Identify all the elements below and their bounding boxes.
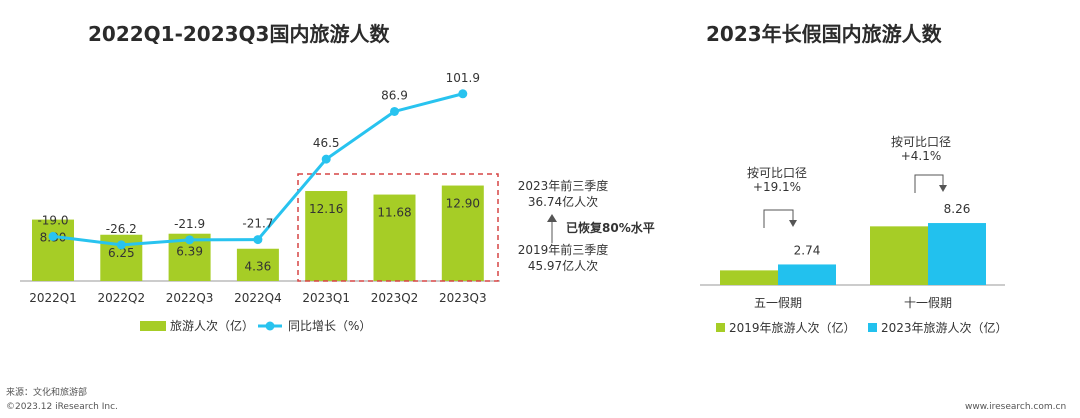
annotation-bracket-1 — [914, 174, 944, 193]
annotation-recovery: 已恢复80%水平 — [566, 220, 655, 235]
legend-2023-swatch — [868, 323, 877, 332]
x-tick-2023Q3: 2023Q3 — [439, 291, 487, 305]
bar-label-五一假期-2023: 2.74 — [794, 243, 821, 257]
legend-2019-label: 2019年旅游人次（亿） — [729, 320, 856, 335]
bar-label-2023Q3: 12.90 — [446, 197, 480, 211]
x-tick-2022Q3: 2022Q3 — [166, 291, 214, 305]
source-note: 来源：文化和旅游部 — [6, 388, 88, 398]
x-tick-2022Q1: 2022Q1 — [29, 291, 77, 305]
annotation-growth-1: +4.1% — [901, 149, 942, 163]
legend-bar-swatch — [140, 321, 166, 331]
highlight-2023-box — [297, 173, 499, 282]
line-point-2023Q3 — [458, 89, 468, 99]
line-label-2022Q3: -21.9 — [174, 217, 205, 231]
line-label-2023Q3: 101.9 — [446, 71, 480, 85]
bar-label-2022Q2: 6.25 — [108, 246, 135, 260]
x-tick-2023Q2: 2023Q2 — [371, 291, 419, 305]
bar-label-2022Q4: 4.36 — [245, 260, 272, 274]
website: www.iresearch.com.cn — [965, 402, 1067, 412]
annotation-2023-line1: 2023年前三季度 — [518, 178, 609, 193]
bar-label-2022Q3: 6.39 — [176, 245, 203, 259]
bar-label-2023Q1: 12.16 — [309, 202, 343, 216]
bar-2022Q1 — [32, 219, 74, 281]
line-point-2022Q2 — [116, 240, 126, 250]
line-label-2022Q2: -26.2 — [106, 222, 137, 236]
x-tick-2023Q1: 2023Q1 — [302, 291, 350, 305]
x-tick-2022Q2: 2022Q2 — [97, 291, 145, 305]
legend-2023-label: 2023年旅游人次（亿） — [881, 320, 1008, 335]
left-line-series: -19.0 -26.2 -21.9 -21.7 46.5 86.9 101.9 — [37, 71, 480, 250]
legend-2019-swatch — [716, 323, 725, 332]
copyright: ©2023.12 iResearch Inc. — [6, 402, 118, 412]
bar-五一假期-2023 — [778, 264, 836, 285]
left-bar-series: 8.302022Q16.252022Q26.392022Q34.362022Q4… — [20, 173, 655, 333]
annotation-2019-line1: 2019年前三季度 — [518, 242, 609, 257]
x-tick-五一假期: 五一假期 — [754, 296, 802, 310]
bar-十一假期-2019 — [870, 226, 928, 285]
x-tick-2022Q4: 2022Q4 — [234, 291, 282, 305]
annotation-title-0: 按可比口径 — [747, 166, 807, 180]
annotation-2023-line2: 36.74亿人次 — [528, 194, 598, 209]
line-point-2022Q3 — [185, 235, 195, 245]
x-tick-十一假期: 十一假期 — [904, 296, 952, 310]
right-chart-title: 2023年长假国内旅游人数 — [706, 22, 942, 46]
bar-十一假期-2023 — [928, 223, 986, 285]
bar-2023Q3 — [441, 185, 484, 281]
bar-2023Q1 — [305, 191, 348, 281]
annotation-arrowhead-1 — [939, 185, 947, 192]
line-label-2022Q4: -21.7 — [242, 217, 273, 231]
right-bar-series: 2.74五一假期8.26十一假期按可比口径+19.1%按可比口径+4.1%201… — [700, 135, 1008, 335]
legend-line-label: 同比增长（%） — [288, 319, 371, 333]
line-point-2023Q1 — [321, 154, 331, 164]
annotation-arrow-head — [547, 214, 557, 222]
bar-2023Q2 — [373, 194, 416, 281]
bar-label-十一假期-2023: 8.26 — [944, 202, 971, 216]
line-label-2023Q2: 86.9 — [381, 88, 408, 102]
bar-2022Q4 — [236, 248, 279, 281]
legend-line-marker — [265, 321, 275, 331]
line-point-2022Q4 — [253, 235, 263, 245]
annotation-bracket-0 — [763, 209, 794, 228]
line-point-2022Q1 — [48, 231, 58, 241]
bar-label-2023Q2: 11.68 — [377, 206, 411, 220]
annotation-title-1: 按可比口径 — [891, 135, 951, 149]
legend-bar-label: 旅游人次（亿） — [170, 318, 254, 333]
bar-五一假期-2019 — [720, 270, 778, 285]
line-label-2023Q1: 46.5 — [313, 136, 340, 150]
left-chart-title: 2022Q1-2023Q3国内旅游人数 — [88, 22, 390, 46]
annotation-growth-0: +19.1% — [753, 180, 801, 194]
line-point-2023Q2 — [390, 106, 399, 116]
line-label-2022Q1: -19.0 — [37, 213, 68, 227]
annotation-arrowhead-0 — [789, 220, 797, 227]
annotation-2019-line2: 45.97亿人次 — [528, 258, 598, 273]
